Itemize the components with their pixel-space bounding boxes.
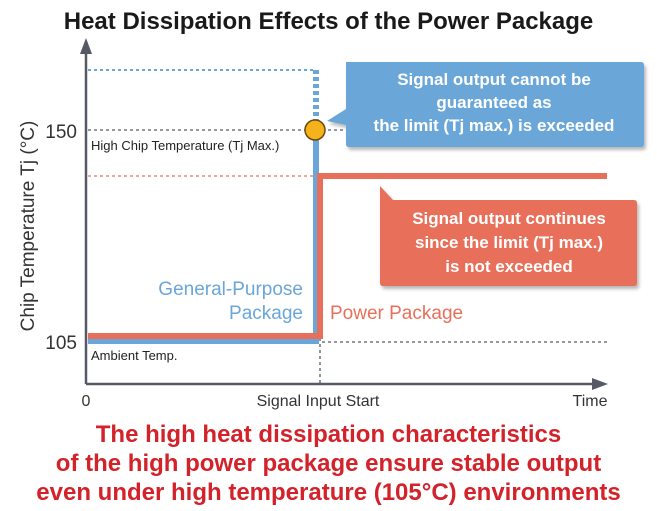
power-annotation-line1: Signal output continues [412, 209, 606, 228]
general-annotation-callout [327, 62, 644, 147]
x-axis-label: Time [573, 393, 608, 410]
general-purpose-package-line [88, 135, 319, 344]
caption-line-2: of the high power package ensure stable … [55, 450, 602, 477]
power-annotation-line3: is not exceeded [445, 257, 573, 276]
power-series-label: Power Package [330, 303, 463, 324]
y-axis-label: Chip Temperature Tj (°C) [18, 121, 39, 332]
conclusion-caption: The high heat dissipation characteristic… [0, 420, 657, 507]
x-origin-label: 0 [82, 393, 91, 410]
x-axis-arrow-icon [592, 378, 608, 390]
chart-title: Heat Dissipation Effects of the Power Pa… [63, 8, 594, 35]
y-tick-105: 105 [45, 333, 77, 354]
heat-dissipation-chart: 150 105 0 Signal Input Start Time Chip T… [18, 38, 644, 410]
general-annotation-line3: the limit (Tj max.) is exceeded [374, 116, 615, 135]
tj-max-reached-point [304, 119, 326, 141]
general-series-label-line2: Package [229, 303, 303, 324]
tj-max-label: High Chip Temperature (Tj Max.) [91, 138, 279, 153]
caption-line-3: even under high temperature (105°C) envi… [36, 479, 621, 506]
x-event-label: Signal Input Start [257, 393, 380, 410]
power-annotation-line2: since the limit (Tj max.) [415, 233, 603, 252]
power-annotation-callout [380, 186, 637, 286]
caption-line-1: The high heat dissipation characteristic… [95, 421, 562, 448]
y-tick-150: 150 [45, 122, 77, 143]
general-annotation-line1: Signal output cannot be [397, 70, 591, 89]
power-package-line [88, 173, 607, 339]
general-series-label-line1: General-Purpose [158, 279, 303, 300]
ambient-temp-label: Ambient Temp. [91, 348, 177, 363]
general-annotation-line2: guaranteed as [436, 93, 551, 112]
y-axis-arrow-icon [80, 38, 92, 54]
